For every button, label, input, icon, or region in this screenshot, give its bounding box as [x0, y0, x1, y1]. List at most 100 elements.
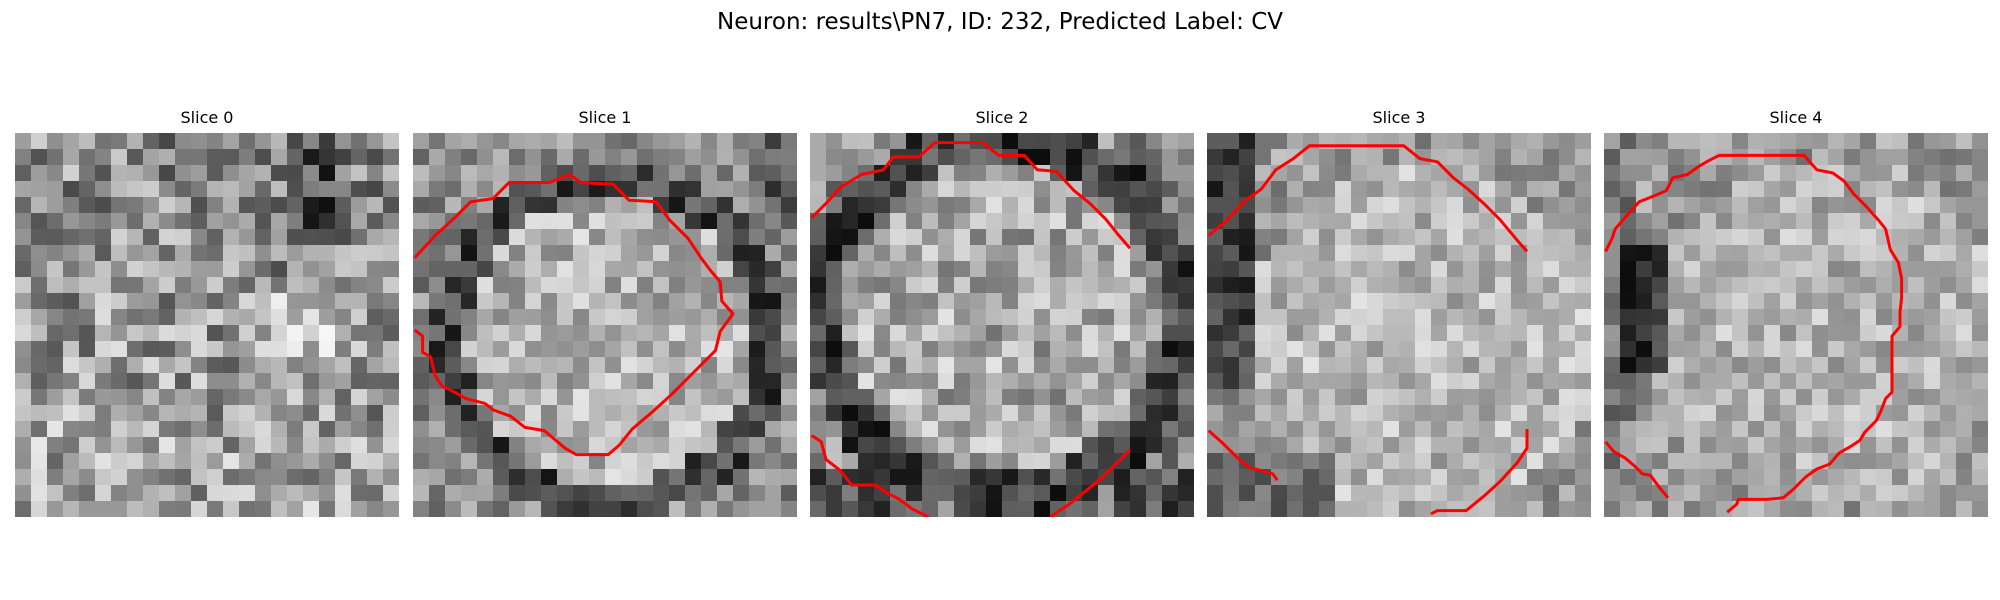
slice-pixel [1495, 229, 1512, 246]
slice-pixel [1082, 133, 1099, 150]
slice-pixel [1287, 373, 1304, 390]
slice-pixel [1604, 197, 1621, 214]
slice-pixel [1652, 133, 1669, 150]
slice-pixel [477, 501, 494, 517]
slice-pixel [255, 341, 272, 358]
slice-pixel [1303, 357, 1320, 374]
slice-pixel [1287, 213, 1304, 230]
slice-pixel [1255, 197, 1272, 214]
slice-pixel [1636, 405, 1653, 422]
slice-pixel [717, 149, 734, 166]
slice-pixel [79, 293, 96, 310]
slice-pixel [79, 421, 96, 438]
slice-pixel [175, 213, 192, 230]
slice-image-4 [1604, 133, 1988, 517]
slice-pixel [351, 357, 368, 374]
slice-pixel [1162, 389, 1179, 406]
slice-pixel [1700, 469, 1717, 486]
slice-pixel [557, 309, 574, 326]
slice-pixel [733, 149, 750, 166]
slice-pixel [669, 197, 686, 214]
slice-pixel [15, 421, 32, 438]
slice-pixel [1431, 213, 1448, 230]
slice-pixel [1178, 277, 1194, 294]
slice-pixel [938, 309, 955, 326]
slice-pixel [413, 149, 430, 166]
slice-pixel [749, 293, 766, 310]
slice-pixel [765, 149, 782, 166]
slice-pixel [95, 229, 112, 246]
slice-pixel [1559, 325, 1576, 342]
slice-pixel [874, 165, 891, 182]
slice-pixel [1002, 197, 1019, 214]
slice-pixel [1620, 389, 1637, 406]
slice-pixel [1940, 261, 1957, 278]
slice-pixel [637, 373, 654, 390]
slice-pixel [31, 405, 48, 422]
slice-pixel [1908, 357, 1925, 374]
slice-pixel [1066, 421, 1083, 438]
slice-pixel [1223, 133, 1240, 150]
slice-pixel [111, 245, 128, 262]
slice-pixel [1351, 357, 1368, 374]
slice-pixel [1383, 309, 1400, 326]
slice-pixel [239, 421, 256, 438]
slice-pixel [669, 357, 686, 374]
slice-pixel [749, 373, 766, 390]
slice-pixel [1636, 373, 1653, 390]
slice-pixel [906, 245, 923, 262]
slice-pixel [47, 245, 64, 262]
slice-pixel [1114, 453, 1131, 470]
slice-pixel [1034, 405, 1051, 422]
slice-pixel [1575, 501, 1591, 517]
slice-pixel [605, 453, 622, 470]
slice-pixel [509, 213, 526, 230]
slice-pixel [143, 437, 160, 454]
slice-pixel [79, 389, 96, 406]
slice-pixel [1908, 277, 1925, 294]
slice-pixel [810, 453, 827, 470]
slice-pixel [1844, 357, 1861, 374]
slice-pixel [810, 149, 827, 166]
slice-pixel [63, 357, 80, 374]
slice-pixel [1066, 149, 1083, 166]
slice-pixel [1940, 277, 1957, 294]
slice-pixel [1431, 325, 1448, 342]
slice-pixel [1764, 261, 1781, 278]
slice-pixel [1447, 389, 1464, 406]
slice-pixel [954, 261, 971, 278]
slice-pixel [669, 309, 686, 326]
slice-pixel [1319, 277, 1336, 294]
slice-pixel [367, 389, 384, 406]
slice-pixel [1511, 357, 1528, 374]
slice-pixel [335, 277, 352, 294]
slice-pixel [223, 341, 240, 358]
slice-pixel [621, 469, 638, 486]
slice-pixel [127, 261, 144, 278]
slice-pixel [335, 357, 352, 374]
slice-pixel [271, 453, 288, 470]
slice-pixel [1463, 277, 1480, 294]
slice-pixel [842, 261, 859, 278]
slice-pixel [1479, 229, 1496, 246]
slice-pixel [589, 469, 606, 486]
slice-pixel [367, 325, 384, 342]
slice-pixel [1082, 261, 1099, 278]
slice-pixel [1908, 485, 1925, 502]
slice-pixel [1543, 405, 1560, 422]
slice-pixel [1018, 293, 1035, 310]
slice-pixel [1876, 197, 1893, 214]
slice-pixel [1367, 421, 1384, 438]
slice-pixel [1178, 325, 1194, 342]
slice-pixel [445, 149, 462, 166]
slice-pixel [1748, 309, 1765, 326]
slice-pixel [653, 357, 670, 374]
slice-pixel [1463, 373, 1480, 390]
slice-pixel [1716, 293, 1733, 310]
slice-pixel [95, 261, 112, 278]
slice-pixel [1066, 373, 1083, 390]
slice-pixel [669, 405, 686, 422]
slice-pixel [63, 165, 80, 182]
slice-pixel [637, 149, 654, 166]
slice-pixel [954, 181, 971, 198]
